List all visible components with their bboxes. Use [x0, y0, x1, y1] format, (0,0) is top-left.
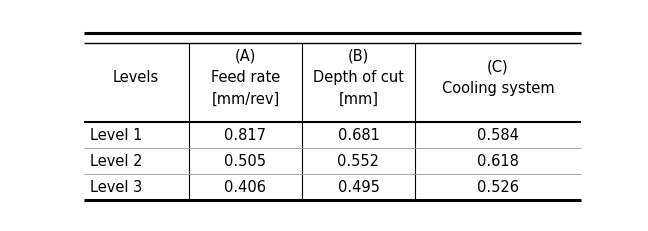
Text: 0.552: 0.552 [338, 154, 380, 169]
Text: 0.526: 0.526 [477, 180, 519, 195]
Text: 0.406: 0.406 [224, 180, 266, 195]
Text: 0.505: 0.505 [224, 154, 266, 169]
Text: 0.495: 0.495 [338, 180, 379, 195]
Text: Depth of cut: Depth of cut [313, 70, 404, 85]
Text: (A): (A) [235, 49, 256, 64]
Text: [mm/rev]: [mm/rev] [211, 91, 279, 106]
Text: Level 3: Level 3 [89, 180, 142, 195]
Text: 0.618: 0.618 [477, 154, 519, 169]
Text: Level 1: Level 1 [89, 128, 142, 143]
Text: (C): (C) [487, 59, 509, 74]
Text: Levels: Levels [113, 70, 159, 85]
Text: (B): (B) [348, 49, 369, 64]
Text: 0.681: 0.681 [338, 128, 379, 143]
Text: [mm]: [mm] [338, 91, 378, 106]
Text: Feed rate: Feed rate [211, 70, 280, 85]
Text: 0.584: 0.584 [477, 128, 519, 143]
Text: 0.817: 0.817 [224, 128, 266, 143]
Text: Cooling system: Cooling system [441, 81, 554, 96]
Text: Level 2: Level 2 [89, 154, 142, 169]
